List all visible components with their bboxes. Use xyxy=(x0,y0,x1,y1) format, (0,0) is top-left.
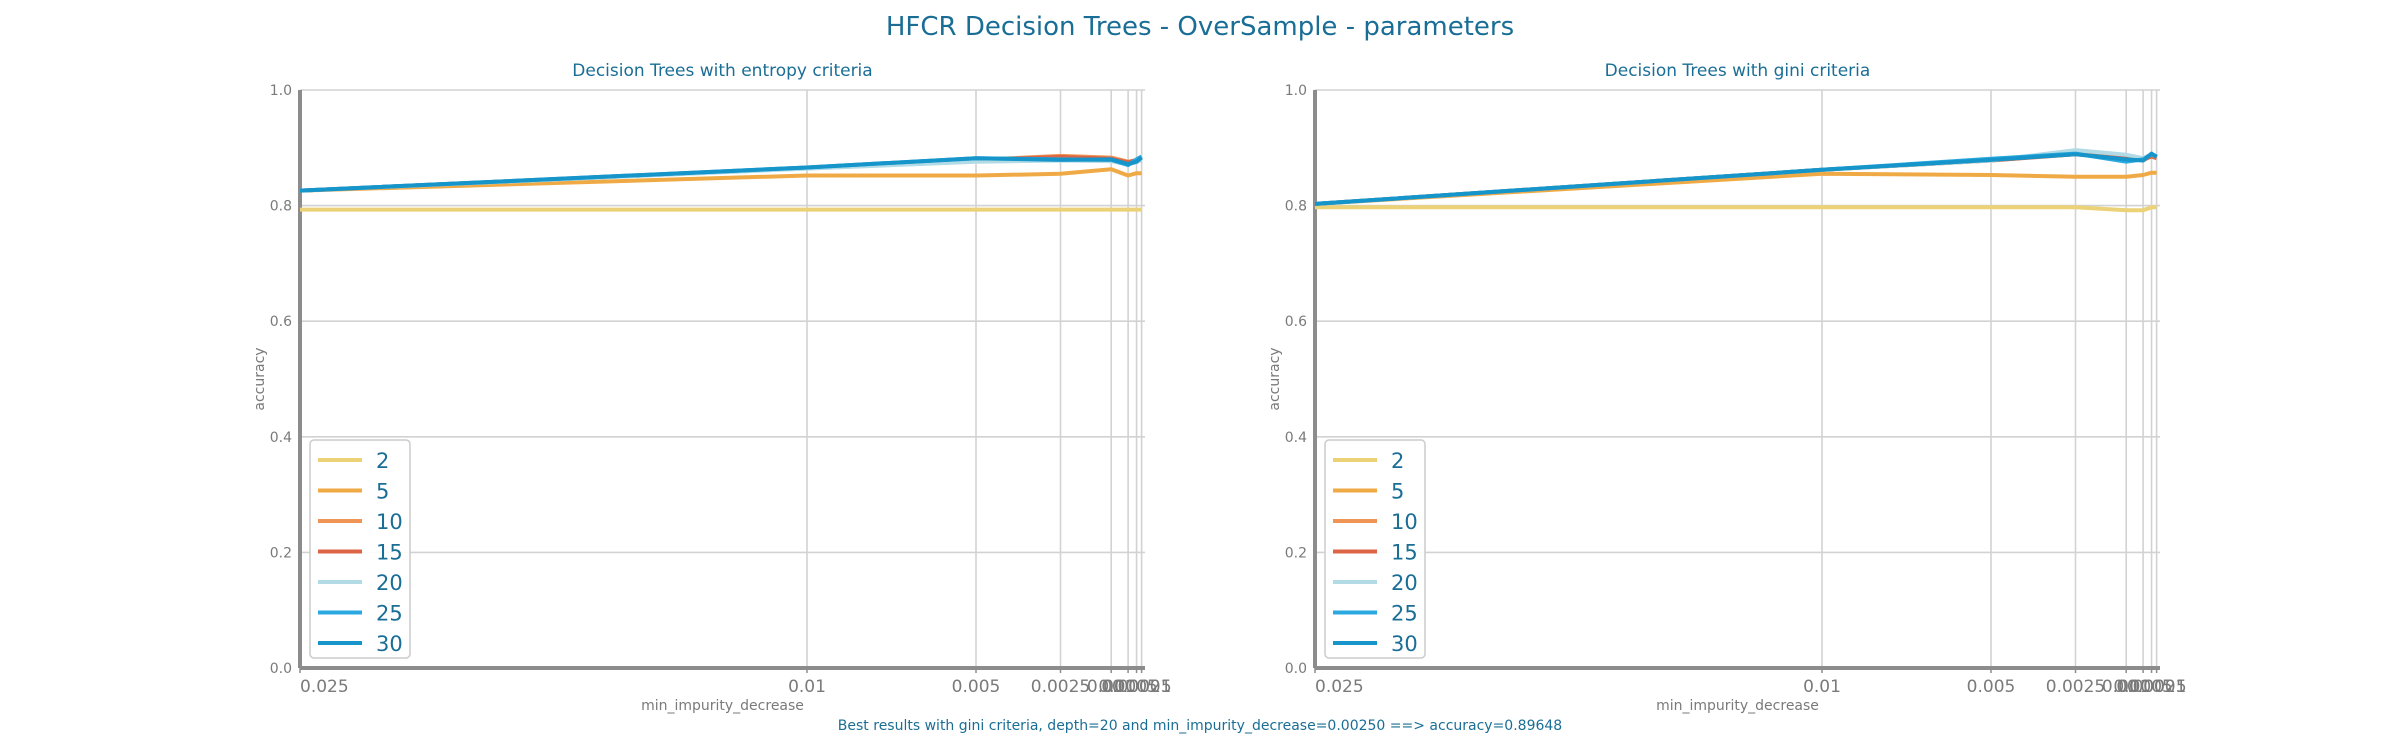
legend-label-2: 2 xyxy=(376,449,389,473)
legend-label-5: 5 xyxy=(376,480,389,504)
legend-label-30: 30 xyxy=(376,632,403,656)
y-tick-label: 0.6 xyxy=(1285,314,1307,330)
y-tick-label: 0.0 xyxy=(270,661,292,677)
y-tick-label: 0.4 xyxy=(270,430,292,446)
y-tick-label: 0.2 xyxy=(270,545,292,561)
x-tick-label: 0.0025 xyxy=(2046,677,2105,697)
y-tick-label: 0.4 xyxy=(1285,430,1307,446)
x-tick-label: 0.0001 xyxy=(1112,677,1171,697)
x-tick-label: 0.001 xyxy=(2102,677,2151,697)
legend-label-30: 30 xyxy=(1391,632,1418,656)
y-tick-label: 0.0 xyxy=(1285,661,1307,677)
series-line-5 xyxy=(1314,170,2157,206)
x-tick-label: 0.025 xyxy=(1315,677,1364,697)
y-axis-label: accuracy xyxy=(1267,347,1283,410)
legend-label-15: 15 xyxy=(376,541,403,565)
x-tick-label: 0.0001 xyxy=(2127,677,2186,697)
y-tick-label: 1.0 xyxy=(1285,83,1307,99)
legend-label-20: 20 xyxy=(376,571,403,595)
legend-label-10: 10 xyxy=(376,510,403,534)
subplot-title: Decision Trees with gini criteria xyxy=(1605,61,1871,81)
legend-label-15: 15 xyxy=(1391,541,1418,565)
legend-box xyxy=(1324,439,1426,659)
chart-panel-entropy: Decision Trees with entropy criteria0.00… xyxy=(252,61,1172,714)
legend-label-25: 25 xyxy=(1391,602,1418,626)
x-tick-label: 0.025 xyxy=(300,677,349,697)
series-line-2 xyxy=(1315,205,2157,213)
y-tick-label: 0.8 xyxy=(270,199,292,215)
y-axis-label: accuracy xyxy=(252,347,268,410)
y-tick-label: 1.0 xyxy=(270,83,292,99)
x-tick-label: 0.005 xyxy=(952,677,1001,697)
y-tick-label: 0.6 xyxy=(270,314,292,330)
subplot-title: Decision Trees with entropy criteria xyxy=(572,61,872,81)
x-axis-label: min_impurity_decrease xyxy=(1656,698,1819,714)
x-axis-label: min_impurity_decrease xyxy=(641,698,804,714)
x-tick-label: 0.00025 xyxy=(2116,677,2186,697)
x-tick-label: 0.00025 xyxy=(1101,677,1171,697)
x-tick-label: 0.0005 xyxy=(2113,677,2172,697)
series-line-30 xyxy=(1314,151,2158,206)
chart-panel-gini: Decision Trees with gini criteria 0.0 0.2 0… xyxy=(1267,61,2187,714)
figure-title: HFCR Decision Trees - OverSample - param… xyxy=(885,12,1515,42)
x-tick-label: 0.0025 xyxy=(1031,677,1090,697)
x-tick-label: 0.01 xyxy=(1803,677,1841,697)
y-tick-label: 0.8 xyxy=(1285,199,1307,215)
legend-label-2: 2 xyxy=(1391,449,1404,473)
x-tick-label: 0.01 xyxy=(788,677,826,697)
legend-label-20: 20 xyxy=(1391,571,1418,595)
best-result-caption: Best results with gini criteria, depth=2… xyxy=(837,718,1563,734)
legend-box xyxy=(309,439,411,659)
legend-label-25: 25 xyxy=(376,602,403,626)
series-line-30 xyxy=(299,156,1143,193)
y-tick-label: 0.2 xyxy=(1285,545,1307,561)
series-line-5 xyxy=(299,167,1142,193)
x-tick-label: 0.001 xyxy=(1087,677,1136,697)
x-tick-label: 0.005 xyxy=(1967,677,2016,697)
legend-label-10: 10 xyxy=(1391,510,1418,534)
x-tick-label: 0.0005 xyxy=(1098,677,1157,697)
legend-label-5: 5 xyxy=(1391,480,1404,504)
